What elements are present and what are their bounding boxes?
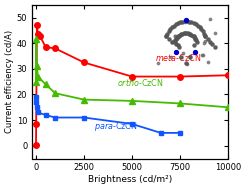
X-axis label: Brightness (cd/m²): Brightness (cd/m²): [88, 175, 172, 184]
Y-axis label: Current efficiency (cd/A): Current efficiency (cd/A): [5, 30, 14, 133]
Text: $\it{meta}$-CzCN: $\it{meta}$-CzCN: [155, 52, 201, 63]
Text: $\it{para}$-CzCN: $\it{para}$-CzCN: [93, 120, 137, 133]
Text: $\it{ortho}$-CzCN: $\it{ortho}$-CzCN: [117, 77, 163, 88]
